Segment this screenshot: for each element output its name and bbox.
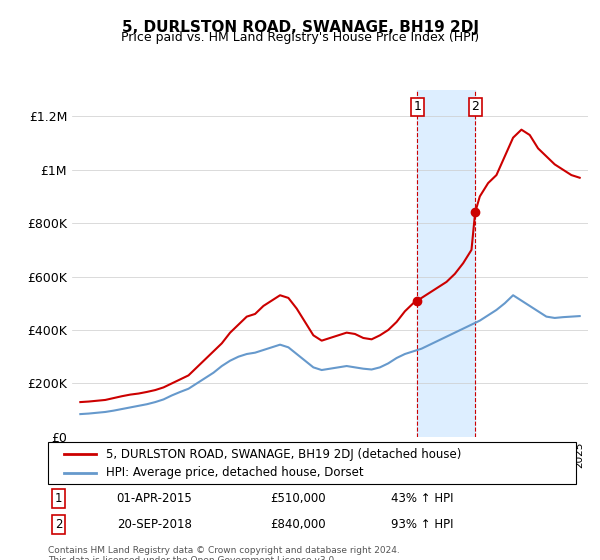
Text: HPI: Average price, detached house, Dorset: HPI: Average price, detached house, Dors… <box>106 466 364 479</box>
Text: 20-SEP-2018: 20-SEP-2018 <box>116 518 191 531</box>
Text: 1: 1 <box>55 492 62 505</box>
Text: Contains HM Land Registry data © Crown copyright and database right 2024.
This d: Contains HM Land Registry data © Crown c… <box>48 546 400 560</box>
Text: 01-APR-2015: 01-APR-2015 <box>116 492 193 505</box>
Text: 5, DURLSTON ROAD, SWANAGE, BH19 2DJ: 5, DURLSTON ROAD, SWANAGE, BH19 2DJ <box>121 20 479 35</box>
Bar <box>418 90 475 437</box>
Text: 1: 1 <box>413 100 421 113</box>
Text: 5, DURLSTON ROAD, SWANAGE, BH19 2DJ (detached house): 5, DURLSTON ROAD, SWANAGE, BH19 2DJ (det… <box>106 447 461 461</box>
Text: Price paid vs. HM Land Registry's House Price Index (HPI): Price paid vs. HM Land Registry's House … <box>121 31 479 44</box>
Text: 2: 2 <box>55 518 62 531</box>
Text: £510,000: £510,000 <box>270 492 325 505</box>
Text: £840,000: £840,000 <box>270 518 325 531</box>
FancyBboxPatch shape <box>48 442 576 484</box>
Text: 43% ↑ HPI: 43% ↑ HPI <box>391 492 454 505</box>
Text: 93% ↑ HPI: 93% ↑ HPI <box>391 518 454 531</box>
Text: 2: 2 <box>471 100 479 113</box>
